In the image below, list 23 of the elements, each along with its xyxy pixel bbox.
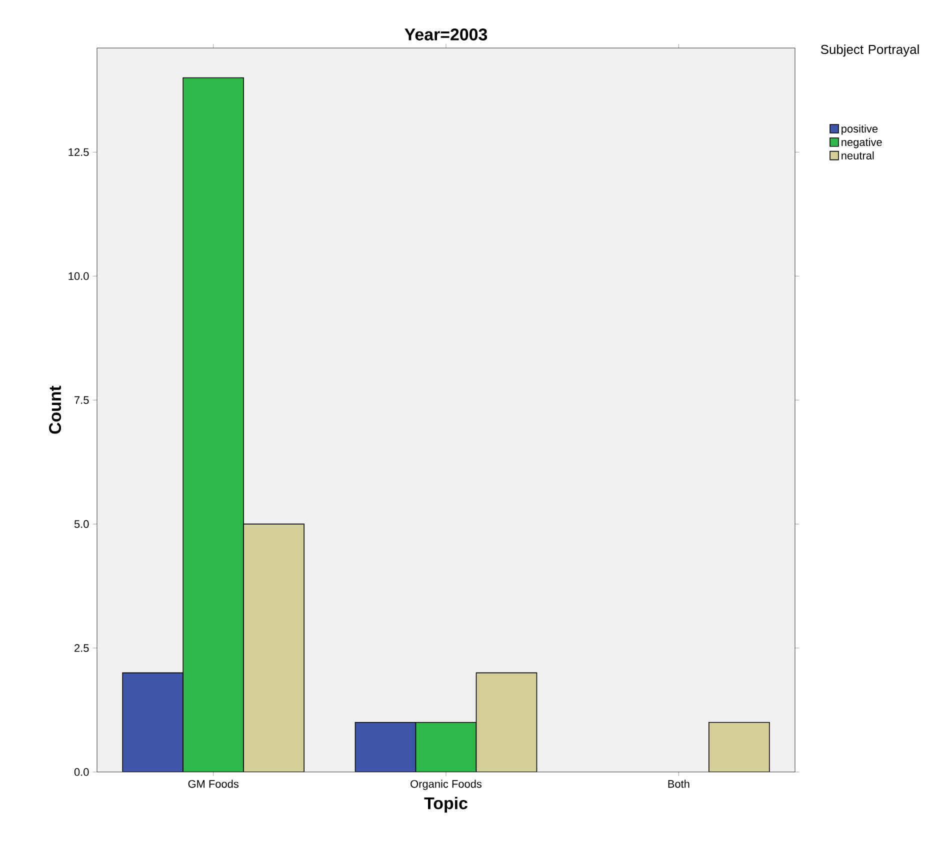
x-tick-label: Organic Foods [410, 780, 482, 790]
y-tick-label: 0.0 [74, 768, 89, 776]
bar [182, 77, 244, 772]
x-axis-title: Topic [424, 796, 468, 813]
y-tick-label: 7.5 [74, 396, 89, 404]
bar [122, 672, 184, 772]
x-tick-label: Both [668, 780, 690, 788]
bar [354, 722, 416, 772]
legend-label: neutral [842, 151, 874, 160]
bar [708, 722, 770, 772]
bar [415, 722, 477, 772]
y-tick-label: 10.0 [68, 272, 89, 280]
y-axis-title: Count [49, 386, 62, 434]
x-tick-label: GM Foods [188, 780, 238, 788]
bar [243, 524, 304, 772]
y-tick-label: 2.5 [74, 644, 89, 652]
y-tick-label: 12.5 [68, 148, 89, 156]
chart-title: Year=2003 [404, 28, 488, 40]
legend-label: positive [842, 124, 878, 135]
legend-title: Subject Portrayal [820, 44, 919, 57]
y-tick-label: 5.0 [74, 520, 89, 528]
bar [476, 672, 538, 772]
legend-label: negative [842, 138, 882, 148]
